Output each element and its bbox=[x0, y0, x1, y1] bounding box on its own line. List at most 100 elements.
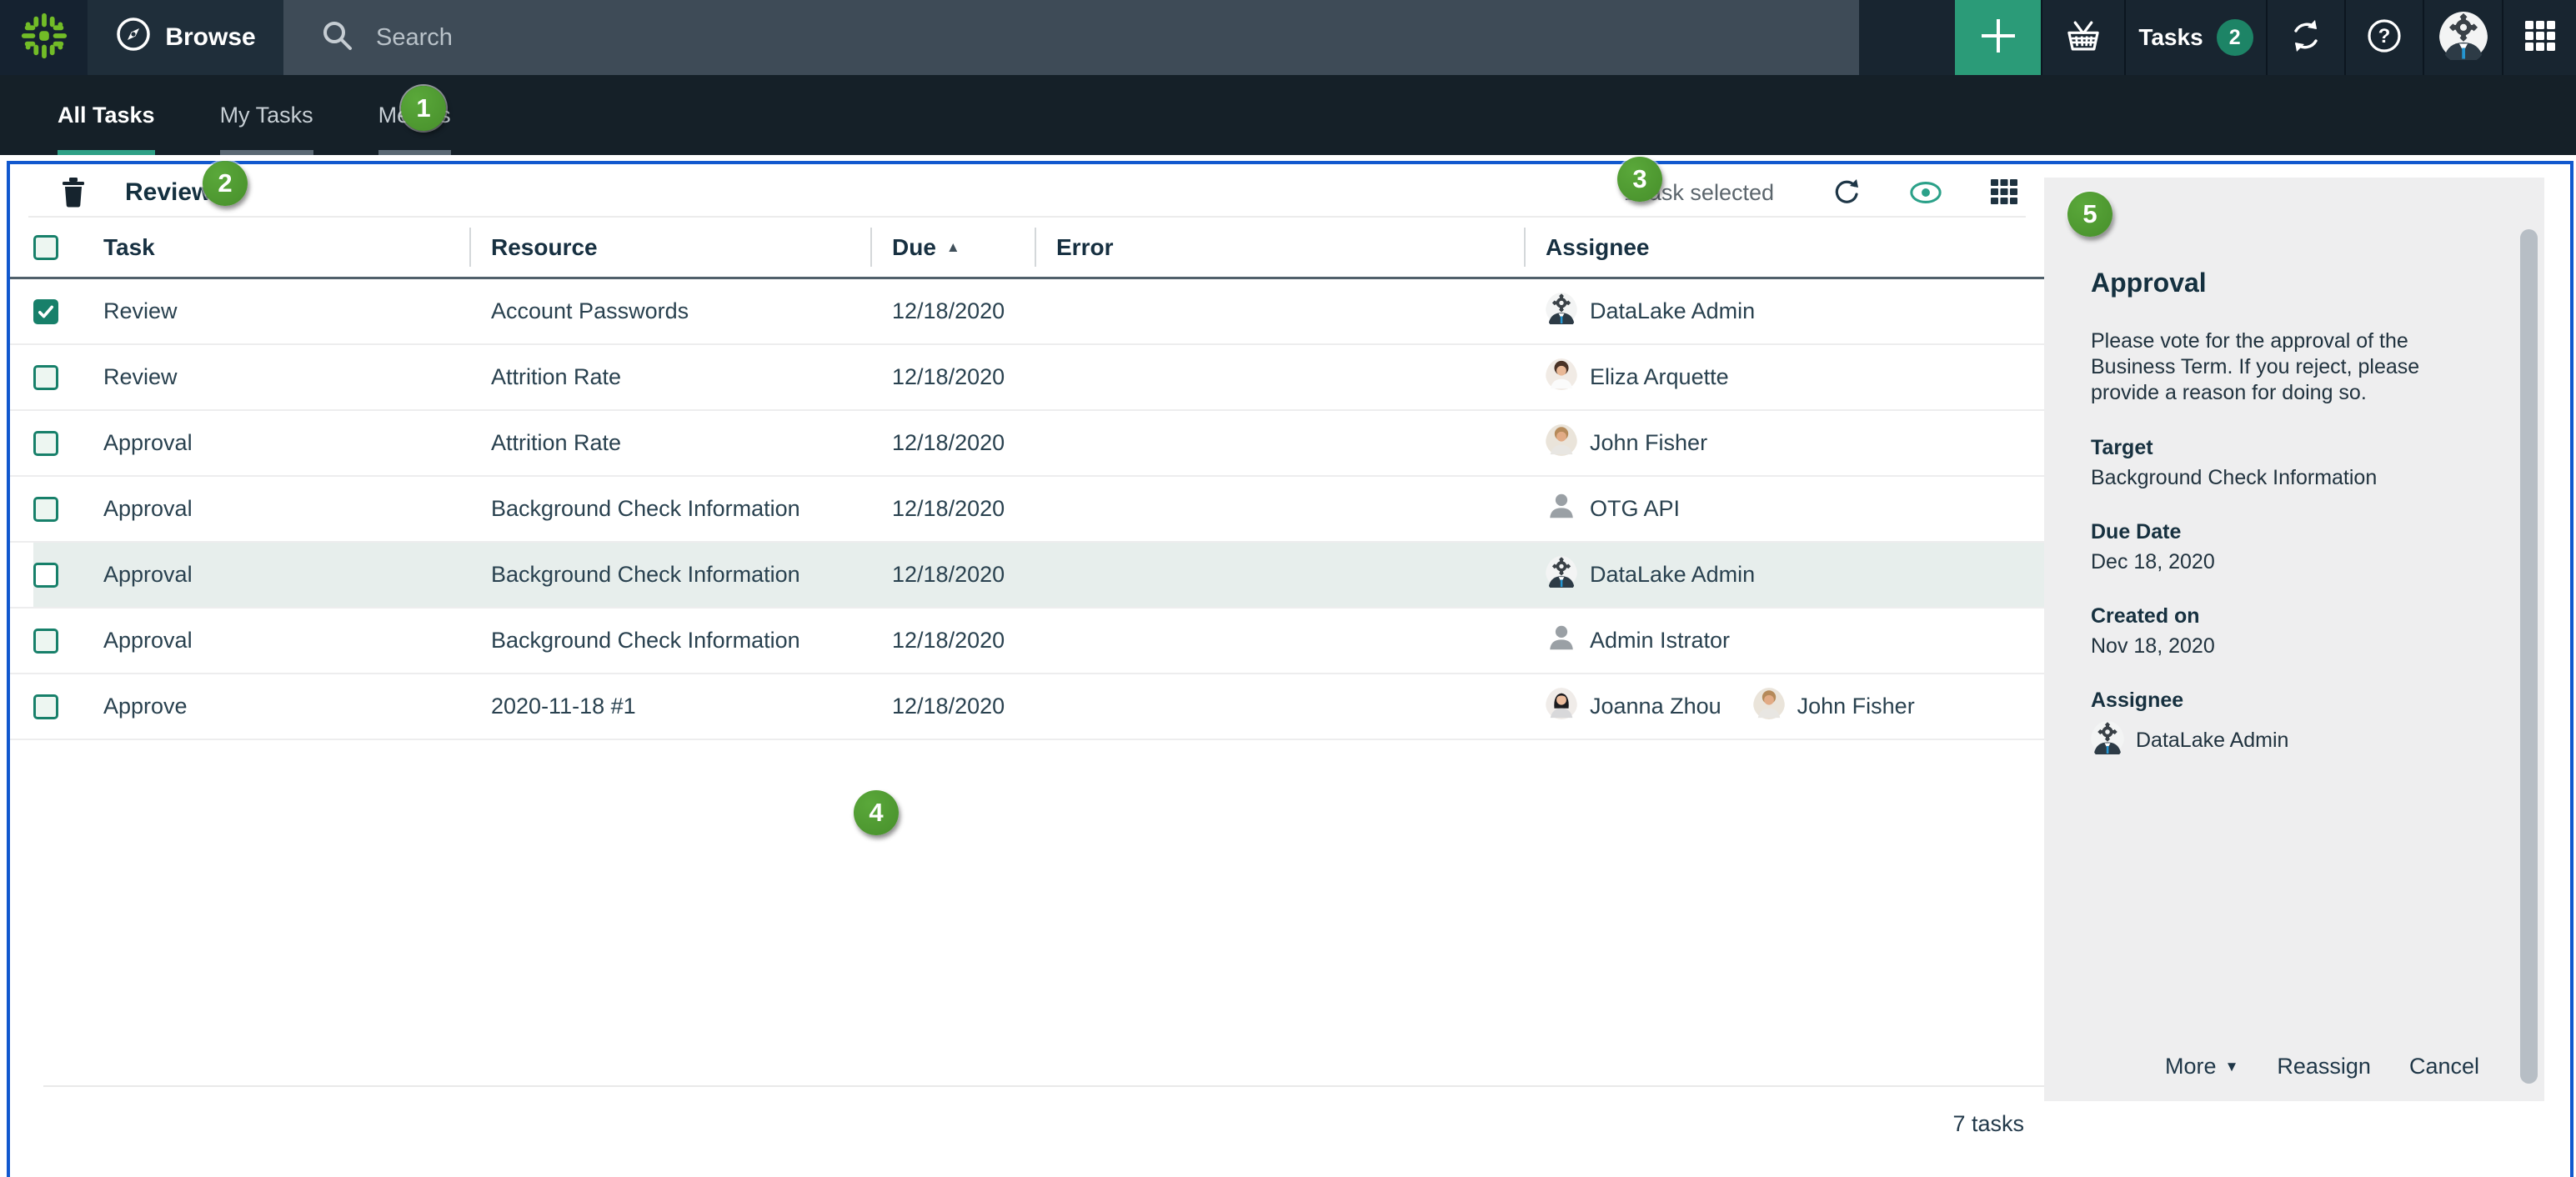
row-checkbox[interactable] bbox=[33, 694, 58, 719]
assignee-chip[interactable]: John Fisher bbox=[1752, 688, 1915, 725]
refresh-button[interactable] bbox=[1831, 176, 1864, 209]
cell-task: Approval bbox=[103, 496, 193, 521]
search-input[interactable] bbox=[376, 23, 1710, 52]
search-icon bbox=[321, 19, 354, 57]
column-header-resource[interactable]: Resource bbox=[469, 218, 870, 277]
cell-resource: Background Check Information bbox=[491, 628, 800, 653]
cell-resource: Account Passwords bbox=[491, 298, 689, 323]
column-header-task[interactable]: Task bbox=[103, 233, 155, 260]
panel-field-due-date: Due Date Dec 18, 2020 bbox=[2091, 520, 2215, 573]
cell-assignee: Eliza Arquette bbox=[1524, 358, 2044, 396]
user-avatar[interactable] bbox=[2423, 0, 2502, 75]
column-header-error[interactable]: Error bbox=[1035, 218, 1524, 277]
task-count: 7 tasks bbox=[1952, 1111, 2024, 1136]
more-button[interactable]: More ▼ bbox=[2165, 1054, 2239, 1079]
assignee-chip[interactable]: Admin Istrator bbox=[1546, 622, 1730, 659]
chevron-down-icon: ▼ bbox=[2224, 1058, 2239, 1074]
row-checkbox[interactable] bbox=[33, 298, 58, 324]
view-visibility-button[interactable] bbox=[1909, 176, 1942, 209]
assignee-name: DataLake Admin bbox=[1590, 298, 1756, 323]
svg-text:?: ? bbox=[2378, 25, 2391, 48]
row-checkbox[interactable] bbox=[33, 364, 58, 390]
sort-asc-icon: ▲ bbox=[945, 238, 960, 255]
panel-field-created-on: Created on Nov 18, 2020 bbox=[2091, 604, 2215, 658]
cell-assignee: Joanna Zhou John Fisher bbox=[1524, 688, 2044, 725]
cell-assignee: OTG API bbox=[1524, 490, 2044, 528]
table-body: Review Account Passwords 12/18/2020 Data… bbox=[10, 279, 2044, 740]
assignee-chip[interactable]: John Fisher bbox=[1546, 424, 1707, 462]
app-logo[interactable] bbox=[0, 0, 88, 75]
cell-due: 12/18/2020 bbox=[892, 496, 1005, 521]
content-area: Review 1 task selected bbox=[7, 161, 2573, 1177]
table-row[interactable]: Approval Background Check Information 12… bbox=[10, 609, 2044, 674]
annotation-marker-1: 1 bbox=[401, 86, 446, 131]
table-row[interactable]: Approve 2020-11-18 #1 12/18/2020 Joanna … bbox=[10, 674, 2044, 740]
assignee-avatar bbox=[1546, 556, 1577, 594]
row-checkbox-cell bbox=[10, 562, 82, 588]
help-button[interactable]: ? bbox=[2344, 0, 2423, 75]
apps-grid-icon bbox=[2523, 19, 2557, 57]
row-checkbox[interactable] bbox=[33, 562, 58, 588]
assignee-avatar bbox=[2091, 721, 2124, 760]
assignee-avatar bbox=[1546, 622, 1577, 659]
cancel-button[interactable]: Cancel bbox=[2408, 1054, 2479, 1079]
table-row[interactable]: Approval Background Check Information 12… bbox=[10, 543, 2044, 609]
row-checkbox[interactable] bbox=[33, 496, 58, 522]
assignee-avatar bbox=[1752, 688, 1785, 725]
column-header-due[interactable]: Due ▲ bbox=[870, 218, 1035, 277]
cell-assignee: Admin Istrator bbox=[1524, 622, 2044, 659]
reassign-button[interactable]: Reassign bbox=[2277, 1054, 2371, 1079]
table-row[interactable]: Review Attrition Rate 12/18/2020 Eliza A… bbox=[10, 345, 2044, 411]
browse-label: Browse bbox=[165, 23, 256, 51]
tab-all-tasks[interactable]: All Tasks bbox=[25, 75, 188, 155]
column-header-assignee[interactable]: Assignee bbox=[1524, 218, 2044, 277]
row-checkbox-cell bbox=[10, 628, 82, 654]
assignee-avatar bbox=[1546, 293, 1577, 330]
tab-my-tasks[interactable]: My Tasks bbox=[188, 75, 346, 155]
assignee-chip[interactable]: DataLake Admin bbox=[1546, 556, 1755, 594]
global-search[interactable] bbox=[283, 0, 1859, 75]
tasks-nav-button[interactable]: Tasks 2 bbox=[2124, 0, 2266, 75]
assignee-chip[interactable]: Joanna Zhou bbox=[1546, 688, 1722, 725]
assignee-name: John Fisher bbox=[1590, 430, 1708, 455]
table-row[interactable]: Approval Attrition Rate 12/18/2020 John … bbox=[10, 411, 2044, 477]
cell-assignee: DataLake Admin bbox=[1524, 556, 2044, 594]
cell-due: 12/18/2020 bbox=[892, 364, 1005, 389]
brand-logo-icon bbox=[18, 10, 70, 66]
row-checkbox[interactable] bbox=[33, 628, 58, 654]
select-all-checkbox[interactable] bbox=[33, 234, 58, 260]
compass-icon bbox=[115, 16, 152, 59]
panel-buttons: More ▼ Reassign Cancel bbox=[2165, 1054, 2479, 1079]
browse-button[interactable]: Browse bbox=[88, 0, 283, 75]
cell-task: Approve bbox=[103, 694, 188, 719]
assignee-field: Assignee DataLake Admin bbox=[2091, 689, 2486, 760]
table-view-button[interactable] bbox=[1987, 176, 2021, 209]
cell-assignee: DataLake Admin bbox=[1524, 293, 2044, 330]
cell-task: Review bbox=[103, 298, 178, 323]
cell-task: Approval bbox=[103, 628, 193, 653]
app-launcher-button[interactable] bbox=[2502, 0, 2576, 75]
row-checkbox-cell bbox=[10, 430, 82, 456]
cell-due: 12/18/2020 bbox=[892, 430, 1005, 455]
create-button[interactable] bbox=[1955, 0, 2041, 75]
list-title: Review bbox=[125, 178, 212, 206]
row-checkbox[interactable] bbox=[33, 430, 58, 456]
task-list-area: Review 1 task selected bbox=[10, 164, 2044, 1177]
assignee-chip[interactable]: Eliza Arquette bbox=[1546, 358, 1729, 396]
assignee-chip[interactable]: OTG API bbox=[1546, 490, 1680, 528]
assignee-chip[interactable]: DataLake Admin bbox=[1546, 293, 1755, 330]
panel-scrollbar[interactable] bbox=[2520, 229, 2538, 1084]
delete-button[interactable] bbox=[57, 176, 90, 209]
cell-task: Review bbox=[103, 364, 178, 389]
table-row[interactable]: Approval Background Check Information 12… bbox=[10, 477, 2044, 543]
panel-title: Approval bbox=[2091, 268, 2207, 298]
shopping-basket-button[interactable] bbox=[2041, 0, 2124, 75]
plus-icon bbox=[1977, 14, 2020, 62]
table-row[interactable]: Review Account Passwords 12/18/2020 Data… bbox=[10, 279, 2044, 345]
cell-resource: Attrition Rate bbox=[491, 430, 622, 455]
assignee-avatar bbox=[1546, 688, 1577, 725]
annotation-marker-3: 3 bbox=[1617, 157, 1662, 202]
footer-divider bbox=[43, 1085, 2044, 1087]
sync-button[interactable] bbox=[2266, 0, 2344, 75]
